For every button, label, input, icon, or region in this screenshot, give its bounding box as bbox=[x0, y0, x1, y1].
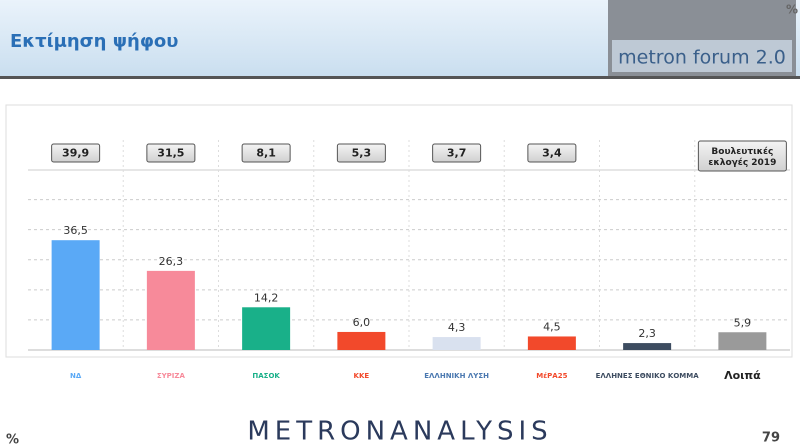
legend-box bbox=[697, 140, 787, 172]
value-label: 2,3 bbox=[638, 327, 656, 340]
bar bbox=[718, 332, 767, 350]
category-label: ΚΚΕ bbox=[354, 372, 370, 380]
reference-box bbox=[51, 143, 101, 163]
reference-box bbox=[527, 143, 577, 163]
value-label: 36,5 bbox=[63, 224, 88, 237]
reference-label: 31,5 bbox=[157, 147, 184, 160]
reference-label: 39,9 bbox=[62, 147, 89, 160]
reference-label: 3,4 bbox=[542, 147, 562, 160]
unit-bottom: % bbox=[6, 433, 19, 447]
unit-top: % bbox=[786, 3, 798, 17]
value-label: 5,9 bbox=[734, 316, 752, 329]
reference-box bbox=[241, 143, 291, 163]
value-label: 4,3 bbox=[448, 321, 466, 334]
value-label: 6,0 bbox=[353, 316, 371, 329]
reference-box bbox=[432, 143, 482, 163]
bar bbox=[146, 270, 195, 350]
legend-label: Βουλευτικές εκλογές 2019 bbox=[708, 146, 776, 168]
value-label: 26,3 bbox=[159, 255, 184, 268]
plot: 36,5 ΝΔ 39,9 26,3 ΣΥΡΙΖΑ 31,5 14,2 ΠΑΣΟΚ 8,1 6,0 Κ… bbox=[28, 140, 790, 382]
reference-box bbox=[336, 143, 386, 163]
page-number: 79 bbox=[762, 431, 780, 446]
bar bbox=[432, 337, 481, 350]
category-label: ΕΛΛΗΝΙΚΗ ΛΥΣΗ bbox=[424, 372, 489, 380]
chart-frame bbox=[5, 104, 793, 358]
reference-box bbox=[146, 143, 196, 163]
value-label: 14,2 bbox=[254, 291, 279, 304]
reference-label: 3,7 bbox=[447, 147, 467, 160]
brand-strip bbox=[612, 40, 792, 72]
category-label: Λοιπά bbox=[724, 369, 761, 382]
reference-label: 8,1 bbox=[256, 147, 276, 160]
category-label: ΠΑΣΟΚ bbox=[252, 372, 280, 380]
title: Εκτίμηση ψήφου bbox=[10, 31, 178, 52]
header-rule bbox=[0, 76, 800, 79]
brand-text: metron forum 2.0 bbox=[618, 47, 786, 69]
footer-logo: METRONANALYSIS bbox=[247, 417, 552, 447]
category-label: ΝΔ bbox=[70, 372, 82, 380]
bar bbox=[242, 307, 291, 350]
reference-label: 5,3 bbox=[352, 147, 372, 160]
category-label: ΜέΡΑ25 bbox=[536, 372, 567, 380]
bar bbox=[51, 240, 100, 350]
bar bbox=[337, 331, 386, 350]
bar bbox=[623, 343, 672, 350]
value-label: 4,5 bbox=[543, 320, 561, 333]
bar bbox=[527, 336, 576, 350]
category-label: ΕΛΛΗΝΕΣ ΕΘΝΙΚΟ ΚΟΜΜΑ bbox=[596, 372, 700, 380]
category-label: ΣΥΡΙΖΑ bbox=[157, 372, 186, 380]
